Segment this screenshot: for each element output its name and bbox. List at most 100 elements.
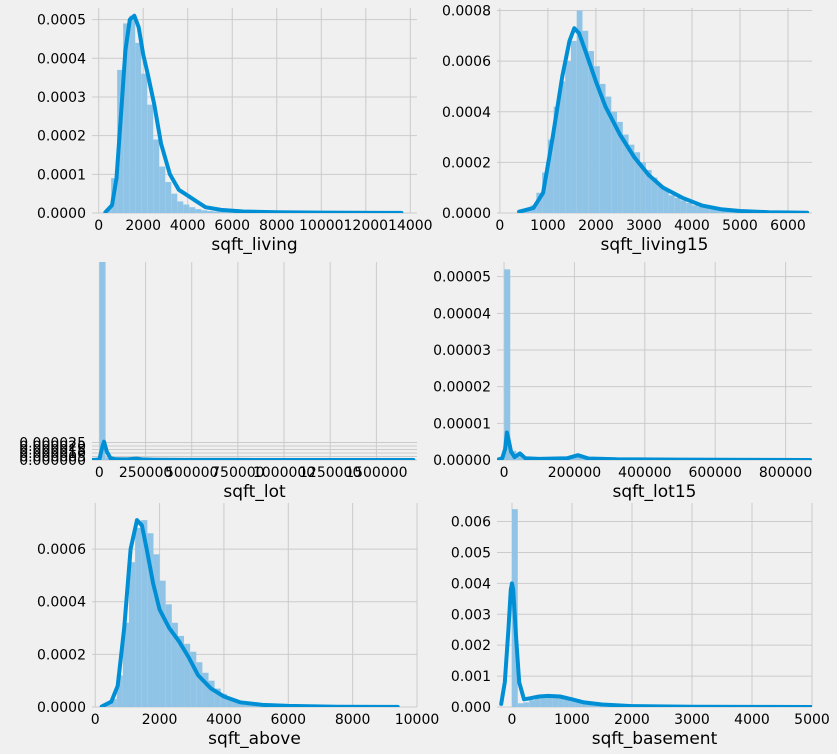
histogram-bar — [576, 10, 583, 213]
y-tick-label: 0.000010 — [19, 446, 86, 462]
histogram-bar — [123, 23, 130, 213]
x-tick-label: 4000 — [734, 712, 770, 728]
histogram-bar — [202, 672, 209, 707]
histogram-bar — [663, 190, 669, 213]
histogram-bar — [99, 262, 106, 460]
y-tick-label: 0.002 — [451, 638, 491, 654]
histogram-bar — [171, 622, 178, 707]
y-tick-label: 0.001 — [451, 669, 491, 685]
x-tick-label: 1250000 — [299, 465, 361, 481]
histogram-bar — [208, 680, 215, 707]
histogram-bar — [674, 197, 681, 213]
histogram-bar — [575, 700, 582, 707]
plot-area — [497, 503, 812, 707]
kde-line — [99, 518, 400, 707]
histogram-panel-sqft-lot: 0 250000500000750000100000012500001500000… — [19, 262, 417, 502]
x-tick-label: 5000 — [722, 218, 758, 234]
histogram-bar — [189, 207, 196, 213]
y-tick-label: 0.006 — [451, 515, 491, 531]
y-tick-label: 0.0004 — [442, 105, 491, 121]
histogram-bar — [516, 455, 523, 460]
x-tick-label: 0 — [95, 465, 104, 481]
histogram-bar — [165, 604, 172, 707]
histogram-bar — [504, 269, 511, 460]
histogram-bar — [703, 207, 710, 213]
y-tick-label: 0.0004 — [37, 595, 86, 611]
histogram-bar — [570, 40, 577, 213]
histogram-bar — [657, 185, 664, 213]
histogram-bar — [720, 210, 727, 213]
x-tick-label: 1000000 — [253, 465, 315, 481]
histogram-bar — [245, 704, 252, 707]
histogram-bar — [547, 139, 554, 213]
x-tick-label: 0 — [91, 712, 100, 728]
x-tick-label: 14000 — [388, 218, 433, 234]
kde-line — [497, 430, 812, 460]
histogram-bar — [207, 211, 214, 213]
histogram-bar — [605, 96, 612, 213]
histogram-bar — [195, 209, 202, 213]
kde-line — [517, 26, 810, 213]
x-tick-label: 6000 — [770, 218, 806, 234]
histogram-bar — [552, 695, 559, 707]
histogram-bar — [165, 182, 172, 213]
x-tick-label: 0 — [94, 218, 103, 234]
x-tick-label: 4000 — [674, 218, 710, 234]
y-tick-label: 0.0003 — [37, 90, 86, 106]
histogram-bar — [640, 162, 646, 213]
x-axis-label: sqft_living15 — [601, 235, 709, 255]
histogram-bar — [183, 204, 190, 213]
histogram-bar — [517, 703, 524, 707]
x-tick-label: 3000 — [674, 712, 710, 728]
histogram-bar — [147, 104, 154, 213]
y-tick-label: 0.000020 — [19, 439, 86, 455]
x-tick-label: 0 — [495, 218, 504, 234]
y-tick-label: 0.0006 — [442, 54, 491, 70]
x-tick-label: 10000 — [395, 712, 440, 728]
histogram-bar — [540, 696, 547, 707]
y-tick-label: 0.00002 — [433, 380, 491, 396]
histogram-bar — [190, 651, 197, 707]
histogram-bar — [558, 696, 564, 707]
x-tick-label: 400000 — [618, 465, 671, 481]
histogram-bar — [622, 134, 629, 213]
histogram-bar — [582, 30, 589, 213]
histogram-bar — [196, 662, 203, 707]
x-tick-label: 2000 — [578, 218, 614, 234]
histogram-bar — [569, 698, 576, 707]
x-axis-label: sqft_above — [208, 729, 301, 749]
histogram-bar — [153, 554, 160, 707]
histogram-bar — [524, 210, 531, 213]
y-tick-label: 0.0002 — [442, 155, 491, 171]
x-axis-label: sqft_lot15 — [613, 482, 697, 502]
kde-line — [499, 581, 812, 707]
y-tick-label: 0.005 — [451, 545, 491, 561]
histogram-bar — [135, 42, 142, 213]
histogram-bar — [536, 192, 543, 213]
x-tick-label: 0 — [500, 465, 509, 481]
x-tick-label: 800000 — [759, 465, 812, 481]
histogram-bar — [147, 533, 154, 707]
histogram-bar — [565, 61, 571, 213]
y-tick-label: 0.000015 — [19, 442, 86, 458]
histogram-bar — [122, 622, 130, 707]
histogram-bar — [201, 210, 208, 213]
histogram-bar — [129, 15, 136, 213]
histogram-bar — [715, 209, 721, 213]
x-tick-label: 6000 — [270, 712, 306, 728]
y-tick-label: 0.004 — [451, 576, 491, 592]
histogram-bar — [239, 703, 246, 707]
x-tick-label: 6000 — [214, 218, 250, 234]
histogram-bar — [153, 139, 160, 213]
histogram-bar — [220, 693, 227, 707]
histogram-bar — [110, 699, 117, 707]
x-tick-label: 2000 — [125, 218, 161, 234]
histogram-bar — [546, 695, 553, 707]
x-tick-label: 1000 — [530, 218, 566, 234]
histogram-bar — [668, 195, 675, 213]
x-tick-label: 10000 — [299, 218, 344, 234]
x-tick-label: 4000 — [206, 712, 242, 728]
x-axis-label: sqft_living — [211, 235, 297, 255]
histogram-bar — [529, 700, 536, 707]
